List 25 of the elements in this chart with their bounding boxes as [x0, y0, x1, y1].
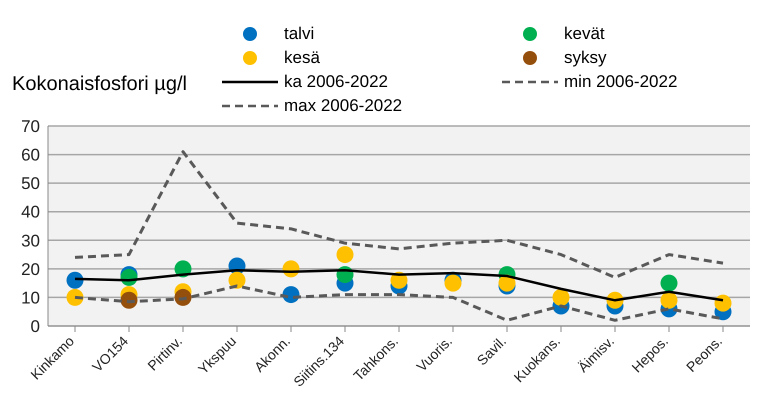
point: [552, 288, 570, 306]
legend-label: kesä: [284, 47, 320, 69]
y-tick-label: 30: [21, 231, 40, 250]
y-tick-label: 50: [21, 174, 40, 194]
point: [336, 246, 354, 264]
point: [660, 292, 678, 309]
point: [228, 272, 246, 289]
point: [66, 272, 84, 289]
point: [660, 274, 678, 292]
y-tick-label: 70: [21, 117, 40, 136]
point: [444, 274, 462, 292]
y-tick-label: 60: [21, 146, 40, 165]
legend-label: ka 2006-2022: [284, 71, 388, 93]
y-tick-label: 0: [30, 317, 40, 336]
legend-label: talvi: [284, 23, 314, 45]
y-axis-title: Kokonaisfosfori µg/l: [11, 73, 188, 97]
y-tick-label: 10: [21, 288, 40, 308]
legend-label: max 2006-2022: [284, 95, 402, 117]
y-tick-label: 40: [21, 202, 40, 222]
line-series: [74, 150, 724, 279]
y-tick-label: 20: [21, 260, 40, 279]
legend-label: kevät: [564, 23, 605, 45]
legend-label: min 2006-2022: [564, 71, 678, 93]
legend-label: syksy: [564, 47, 606, 69]
point: [714, 294, 732, 312]
